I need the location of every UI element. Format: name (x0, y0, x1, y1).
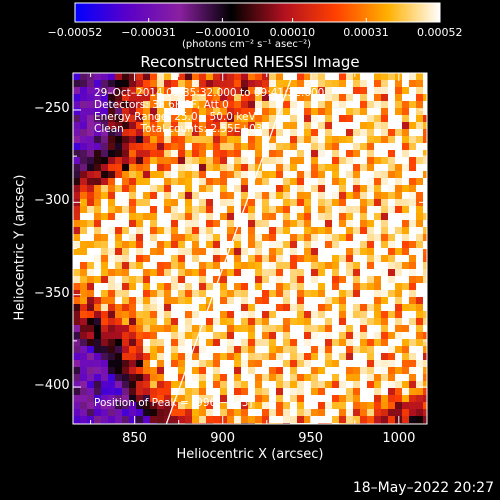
y-axis-label: Heliocentric Y (arcsec) (12, 174, 28, 321)
annotation-energy-range: Energy Range: 25.0 – 50.0 keV (94, 111, 256, 123)
y-tick-label: −400 (34, 378, 70, 394)
y-tick-label: −300 (34, 193, 70, 209)
heatmap-image (73, 73, 427, 424)
x-axis-label: Heliocentric X (arcsec) (176, 447, 324, 462)
peak-position-label: Position of Peak = [996,−283] (94, 397, 253, 409)
colorbar-tick-label: −0.00010 (194, 26, 250, 39)
solar-limb-line (165, 73, 294, 424)
footer-timestamp: 18–May–2022 20:27 (352, 480, 494, 496)
annotation-detectors: Detectors: 3F 6F 9F, Att 0 (94, 99, 229, 111)
colorbar-ticks (74, 18, 441, 22)
x-tick-label: 1000 (382, 431, 416, 446)
x-tick-label: 950 (298, 431, 324, 446)
annotation-clean-counts: Clean Total counts: 2.55E+03 (94, 123, 263, 135)
chart-title: Reconstructed RHESSI Image (140, 53, 360, 71)
x-tick-label: 900 (210, 431, 236, 446)
colorbar-tick-label: 0.00052 (417, 26, 463, 39)
colorbar-tick-label: −0.00031 (121, 26, 176, 39)
y-tick-label: −250 (34, 100, 70, 116)
colorbar-unit-label: (photons cm⁻² s⁻¹ asec⁻²) (182, 39, 312, 50)
colorbar-tick-label: 0.00010 (269, 26, 316, 39)
axis-ticks (73, 73, 427, 424)
colorbar-tick-label: −0.00052 (47, 26, 103, 39)
x-tick-label: 850 (122, 431, 147, 446)
colorbar-tick-label: 0.00031 (343, 26, 389, 39)
annotation-time-range: 29–Oct–2014 09:35:32.000 to 09:41:32.000 (94, 87, 325, 99)
colorbar (74, 2, 441, 23)
y-tick-label: −350 (34, 285, 70, 301)
